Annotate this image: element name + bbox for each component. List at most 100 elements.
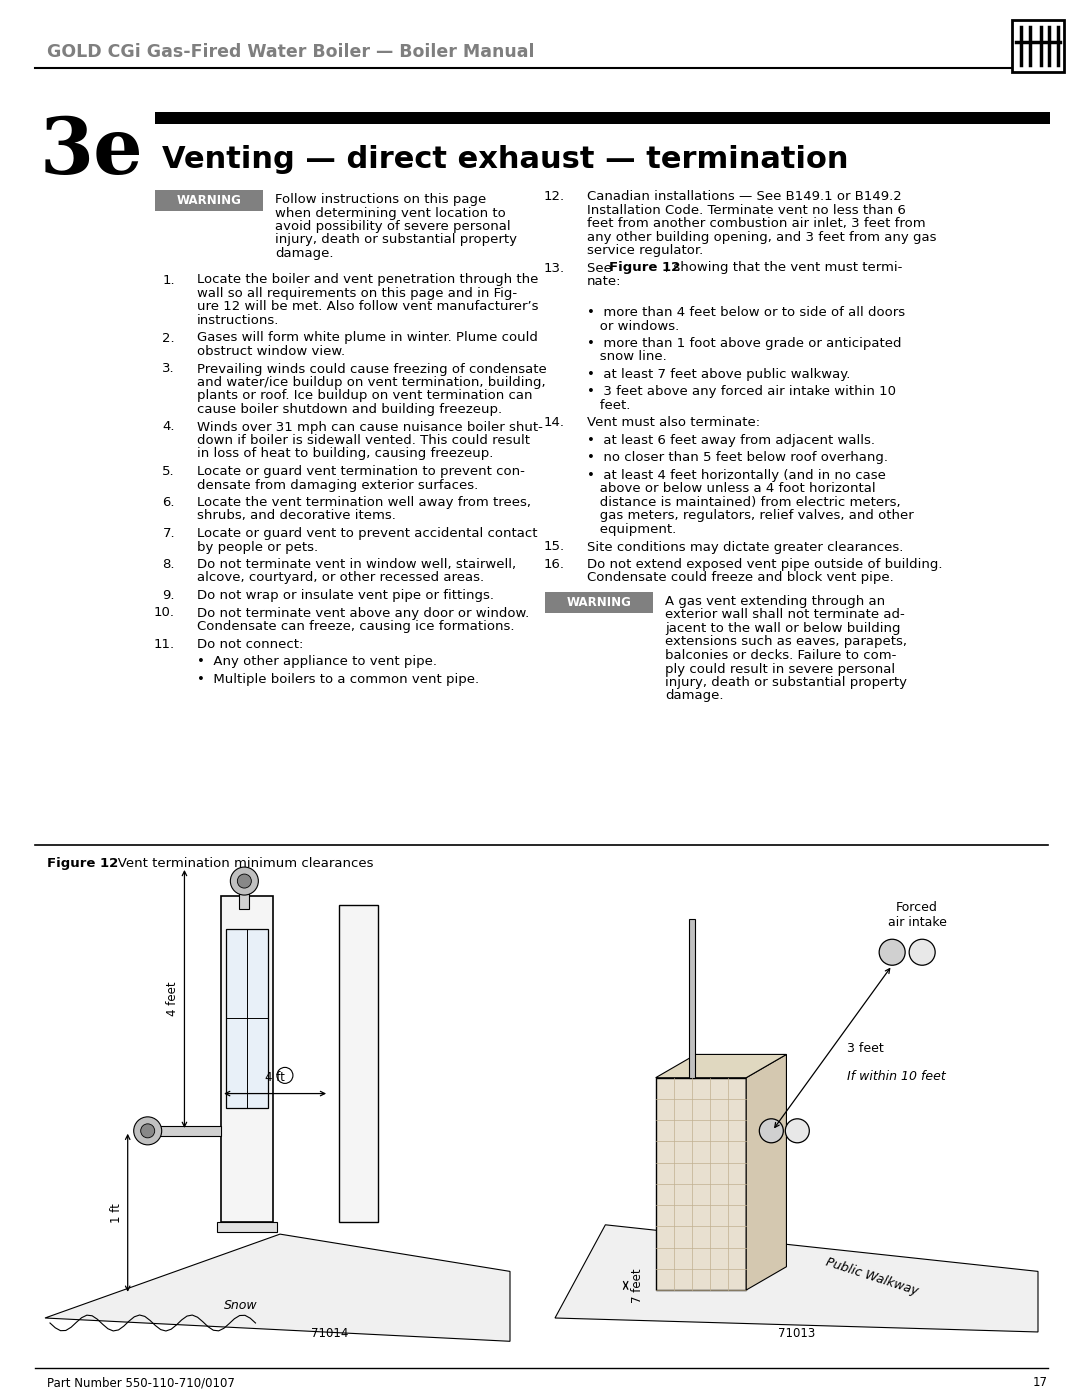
Text: damage.: damage. [275,247,334,260]
Text: Condensate could freeze and block vent pipe.: Condensate could freeze and block vent p… [588,571,894,584]
Text: in loss of heat to building, causing freezeup.: in loss of heat to building, causing fre… [197,447,494,461]
Text: any other building opening, and 3 feet from any gas: any other building opening, and 3 feet f… [588,231,936,243]
Text: Vent must also terminate:: Vent must also terminate: [588,416,760,429]
Circle shape [909,939,935,965]
Text: shrubs, and decorative items.: shrubs, and decorative items. [197,510,396,522]
Text: Gases will form white plume in winter. Plume could: Gases will form white plume in winter. P… [197,331,538,345]
Text: nate:: nate: [588,275,621,288]
Text: •  3 feet above any forced air intake within 10: • 3 feet above any forced air intake wit… [588,386,896,398]
Text: 71014: 71014 [311,1327,349,1340]
Circle shape [230,868,258,895]
Text: •  more than 4 feet below or to side of all doors: • more than 4 feet below or to side of a… [588,306,905,319]
Text: 4 feet: 4 feet [166,982,179,1016]
Text: jacent to the wall or below building: jacent to the wall or below building [665,622,901,636]
Text: feet.: feet. [588,400,631,412]
Text: 13.: 13. [544,261,565,274]
Circle shape [238,875,252,888]
Text: Venting — direct exhaust — termination: Venting — direct exhaust — termination [162,145,849,175]
Bar [339,905,378,1222]
Text: by people or pets.: by people or pets. [197,541,319,553]
Text: Winds over 31 mph can cause nuisance boiler shut-: Winds over 31 mph can cause nuisance boi… [197,420,543,433]
Text: Do not terminate vent in window well, stairwell,: Do not terminate vent in window well, st… [197,557,516,571]
Text: equipment.: equipment. [588,522,676,536]
Circle shape [134,1116,162,1146]
Text: extensions such as eaves, parapets,: extensions such as eaves, parapets, [665,636,907,648]
Text: balconies or decks. Failure to com-: balconies or decks. Failure to com- [665,650,896,662]
Text: 8.: 8. [162,557,175,571]
Text: Snow: Snow [224,1299,258,1312]
Text: Installation Code. Terminate vent no less than 6: Installation Code. Terminate vent no les… [588,204,906,217]
Bar [156,190,264,211]
Text: •  at least 6 feet away from adjacent walls.: • at least 6 feet away from adjacent wal… [588,434,875,447]
Text: exterior wall shall not terminate ad-: exterior wall shall not terminate ad- [665,609,905,622]
Text: •  at least 4 feet horizontally (and in no case: • at least 4 feet horizontally (and in n… [588,469,886,482]
Text: 7.: 7. [162,527,175,541]
Text: WARNING: WARNING [567,597,632,609]
Text: Site conditions may dictate greater clearances.: Site conditions may dictate greater clea… [588,541,903,553]
Bar [156,112,1050,124]
Text: above or below unless a 4 foot horizontal: above or below unless a 4 foot horizonta… [588,482,876,496]
Bar [227,929,268,1108]
Text: 12.: 12. [544,190,565,203]
Bar [148,1126,221,1136]
Text: Do not extend exposed vent pipe outside of building.: Do not extend exposed vent pipe outside … [588,557,943,571]
Text: Do not connect:: Do not connect: [197,637,303,651]
Text: Condensate can freeze, causing ice formations.: Condensate can freeze, causing ice forma… [197,620,514,633]
Text: •  Any other appliance to vent pipe.: • Any other appliance to vent pipe. [197,655,437,668]
Polygon shape [45,1234,510,1341]
Circle shape [759,1119,783,1143]
Bar [217,1222,276,1232]
Text: Prevailing winds could cause freezing of condensate: Prevailing winds could cause freezing of… [197,362,546,376]
Bar [689,919,694,1077]
Text: avoid possibility of severe personal: avoid possibility of severe personal [275,219,511,233]
Text: Locate the vent termination well away from trees,: Locate the vent termination well away fr… [197,496,531,509]
Text: 10.: 10. [154,606,175,619]
Text: WARNING: WARNING [176,194,242,207]
Text: If within 10 feet: If within 10 feet [847,1070,946,1083]
Text: and water/ice buildup on vent termination, building,: and water/ice buildup on vent terminatio… [197,376,545,388]
Text: Locate the boiler and vent penetration through the: Locate the boiler and vent penetration t… [197,274,538,286]
Polygon shape [746,1055,786,1289]
Text: distance is maintained) from electric meters,: distance is maintained) from electric me… [588,496,901,509]
Text: 3.: 3. [162,362,175,376]
Text: 6.: 6. [162,496,175,509]
Text: 5.: 5. [162,465,175,478]
Text: •  more than 1 foot above grade or anticipated: • more than 1 foot above grade or antici… [588,337,902,351]
Text: Public Walkway: Public Walkway [824,1256,920,1298]
Text: Do not terminate vent above any door or window.: Do not terminate vent above any door or … [197,606,529,619]
Text: 11.: 11. [153,637,175,651]
Text: snow line.: snow line. [588,351,666,363]
Text: injury, death or substantial property: injury, death or substantial property [665,676,907,689]
Text: alcove, courtyard, or other recessed areas.: alcove, courtyard, or other recessed are… [197,571,484,584]
Text: ure 12 will be met. Also follow vent manufacturer’s: ure 12 will be met. Also follow vent man… [197,300,539,313]
Polygon shape [555,1225,1038,1331]
Text: down if boiler is sidewall vented. This could result: down if boiler is sidewall vented. This … [197,434,530,447]
Text: Follow instructions on this page: Follow instructions on this page [275,193,486,205]
Circle shape [276,1067,293,1084]
Bar [656,1077,746,1289]
Text: Locate or guard vent to prevent accidental contact: Locate or guard vent to prevent accident… [197,527,538,541]
Text: 14.: 14. [544,416,565,429]
Text: service regulator.: service regulator. [588,244,703,257]
Text: Figure 12: Figure 12 [609,261,680,274]
Text: 1 ft: 1 ft [110,1203,123,1222]
Text: , showing that the vent must termi-: , showing that the vent must termi- [665,261,903,274]
Text: •  no closer than 5 feet below roof overhang.: • no closer than 5 feet below roof overh… [588,451,888,464]
Text: A gas vent extending through an: A gas vent extending through an [665,595,886,608]
Text: 1.: 1. [162,274,175,286]
Circle shape [879,939,905,965]
Text: 15.: 15. [544,541,565,553]
Text: Canadian installations — See B149.1 or B149.2: Canadian installations — See B149.1 or B… [588,190,902,203]
Text: 4.: 4. [162,420,175,433]
Text: 2.: 2. [162,331,175,345]
Text: 9.: 9. [162,590,175,602]
Text: See: See [588,261,616,274]
Text: Figure 12: Figure 12 [48,856,118,870]
Polygon shape [656,1055,786,1077]
Text: Locate or guard vent termination to prevent con-: Locate or guard vent termination to prev… [197,465,525,478]
Text: Part Number 550-110-710/0107: Part Number 550-110-710/0107 [48,1376,234,1390]
Text: Do not wrap or insulate vent pipe or fittings.: Do not wrap or insulate vent pipe or fit… [197,590,494,602]
Text: wall so all requirements on this page and in Fig-: wall so all requirements on this page an… [197,286,517,300]
Bar [545,592,653,613]
Text: densate from damaging exterior surfaces.: densate from damaging exterior surfaces. [197,479,478,492]
